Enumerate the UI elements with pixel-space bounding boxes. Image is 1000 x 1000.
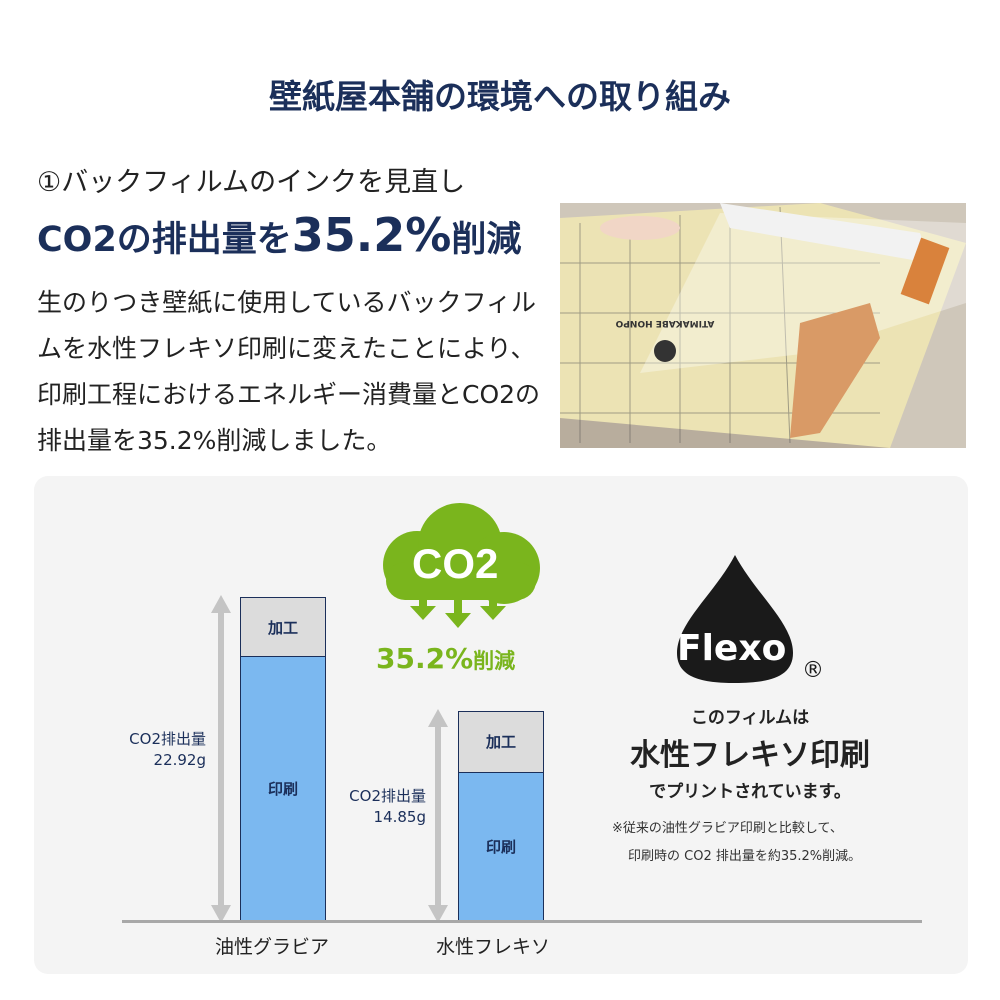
flexo-note2: 印刷時の CO2 排出量を約35.2%削減。 xyxy=(628,849,862,864)
total-arrow-icon xyxy=(211,595,231,923)
total-arrow-icon xyxy=(428,709,448,923)
bar-segment-processing: 加工 xyxy=(240,597,326,658)
bar-segment-printing: 印刷 xyxy=(240,656,326,921)
flexo-line2: 水性フレキソ印刷 xyxy=(630,738,870,773)
registered-mark: ® xyxy=(802,658,824,683)
reduction-value: 35.2% xyxy=(376,642,474,675)
reduction-label: 35.2%削減 xyxy=(376,642,515,675)
segment-label: 加工 xyxy=(267,618,298,637)
segment-label: 印刷 xyxy=(267,780,298,799)
page-title: 壁紙屋本舗の環境への取り組み xyxy=(269,77,731,116)
category-label: 水性フレキソ xyxy=(435,936,550,958)
segment-label: 加工 xyxy=(485,733,516,752)
headline-value: 35.2% xyxy=(291,208,452,262)
flexo-line1: このフィルムは xyxy=(690,708,810,728)
reduction-suffix: 削減 xyxy=(473,649,516,673)
co2-text: CO2 xyxy=(412,540,498,587)
co2-cloud-icon: CO2 xyxy=(383,503,540,628)
total-label: CO2排出量 14.85g xyxy=(316,786,426,828)
total-label-title: CO2排出量 xyxy=(129,730,206,748)
flexo-drop-logo: Flexo ® xyxy=(677,555,824,683)
headline-pre: CO2の排出量を xyxy=(37,220,292,260)
total-label-value: 22.92g xyxy=(153,751,206,769)
section-subtitle: ①バックフィルムのインクを見直し xyxy=(37,167,466,198)
bar-segment-printing: 印刷 xyxy=(458,771,544,921)
flexo-logo-text: Flexo xyxy=(677,628,786,669)
category-label: 油性グラビア xyxy=(214,936,329,958)
headline-post: 削減 xyxy=(451,220,522,260)
segment-label: 印刷 xyxy=(485,837,516,856)
section-body: 生のりつき壁紙に使用しているバックフィルムを水性フレキソ印刷に変えたことにより、… xyxy=(37,288,541,455)
film-print-text: ATIMAKABE HONPO xyxy=(615,318,714,328)
total-label-title: CO2排出量 xyxy=(349,787,426,806)
flexo-note1: ※従来の油性グラビア印刷と比較して、 xyxy=(612,821,843,836)
chart-baseline xyxy=(122,920,922,923)
bar-segment-processing: 加工 xyxy=(458,711,544,773)
film-roll-photo: ATIMAKABE HONPO xyxy=(560,203,966,448)
total-label-value: 14.85g xyxy=(373,808,426,827)
flexo-line3: でプリントされています。 xyxy=(649,782,851,802)
section-headline: CO2の排出量を35.2%削減 xyxy=(37,208,521,262)
total-label: CO2排出量 22.92g xyxy=(96,729,206,771)
